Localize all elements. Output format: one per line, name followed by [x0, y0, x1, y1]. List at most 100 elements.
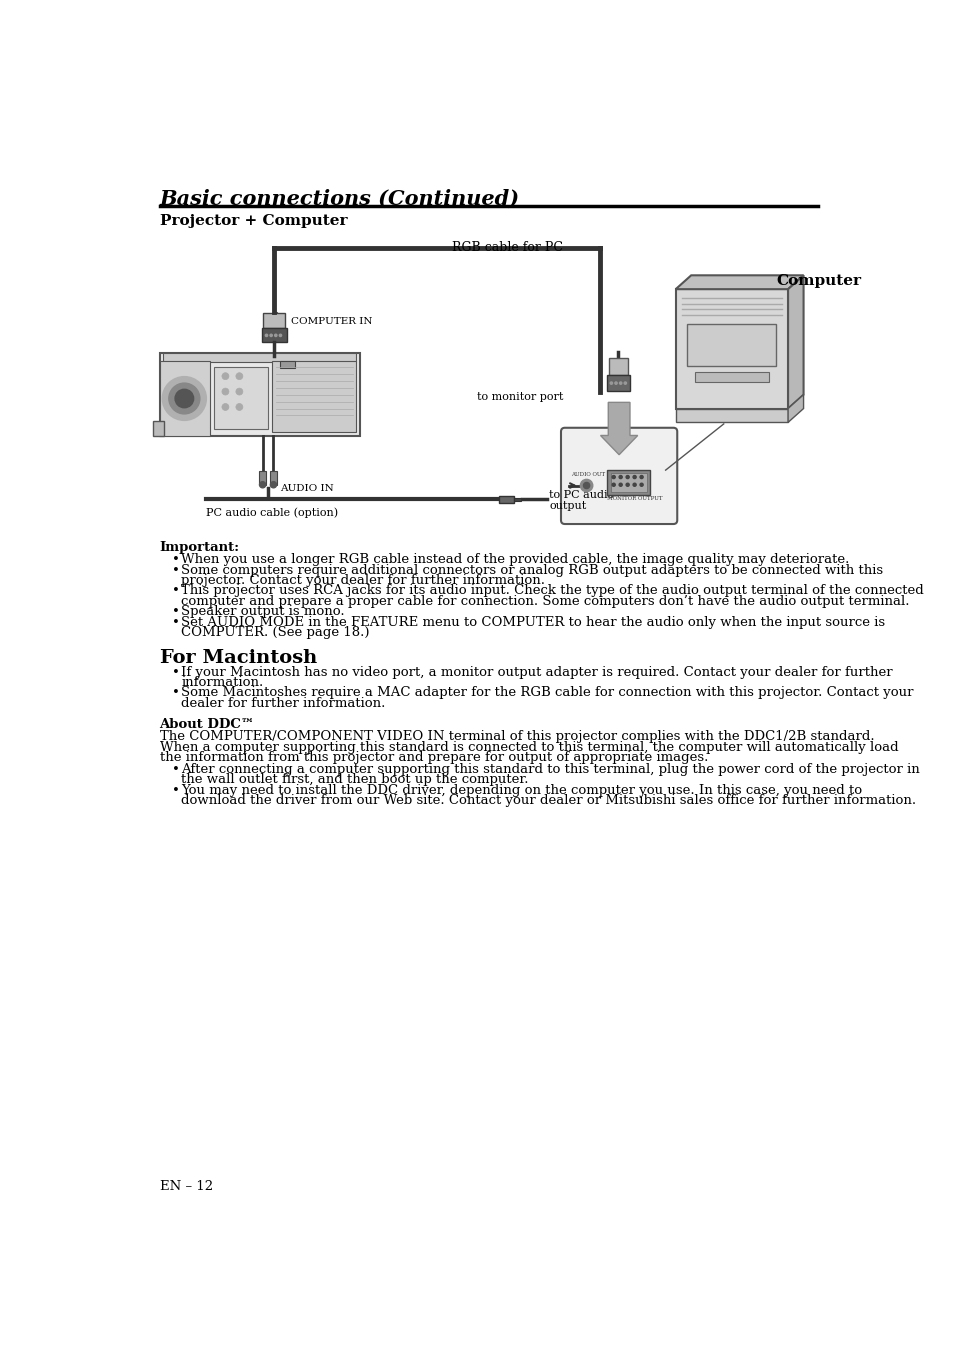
Text: If your Macintosh has no video port, a monitor output adapter is required. Conta: If your Macintosh has no video port, a m… [181, 666, 892, 678]
Text: COMPUTER. (See page 18.): COMPUTER. (See page 18.) [181, 626, 370, 639]
Text: •: • [172, 585, 179, 597]
Bar [159, 361, 210, 436]
Circle shape [174, 389, 193, 408]
Bar [270, 471, 277, 485]
Bar [272, 361, 355, 432]
Polygon shape [787, 276, 802, 408]
Circle shape [633, 484, 636, 486]
Circle shape [222, 373, 229, 380]
Circle shape [274, 334, 276, 336]
Text: •: • [172, 666, 179, 678]
Text: PC audio cable (option): PC audio cable (option) [206, 507, 337, 517]
Circle shape [639, 484, 642, 486]
Circle shape [639, 476, 642, 478]
Text: RGB cable for PC: RGB cable for PC [452, 240, 563, 254]
Circle shape [270, 334, 272, 336]
Circle shape [259, 482, 266, 488]
Bar [279, 361, 294, 369]
Text: EN – 12: EN – 12 [159, 1179, 213, 1193]
Bar [610, 473, 646, 492]
Text: •: • [172, 605, 179, 619]
Text: Some computers require additional connectors or analog RGB output adapters to be: Some computers require additional connec… [181, 563, 882, 577]
Text: projector. Contact your dealer for further information.: projector. Contact your dealer for furth… [181, 574, 545, 588]
Text: Some Macintoshes require a MAC adapter for the RGB cable for connection with thi: Some Macintoshes require a MAC adapter f… [181, 686, 913, 700]
Circle shape [625, 484, 629, 486]
Bar [159, 353, 359, 436]
Text: AUDIO IN: AUDIO IN [279, 484, 334, 493]
Bar [607, 470, 649, 494]
Bar [273, 312, 276, 335]
Text: MONITOR OUTPUT: MONITOR OUTPUT [607, 496, 662, 501]
Text: •: • [172, 784, 179, 797]
Text: dealer for further information.: dealer for further information. [181, 697, 385, 709]
Bar [263, 313, 285, 328]
Circle shape [583, 482, 589, 489]
Circle shape [169, 384, 199, 413]
Text: •: • [172, 554, 179, 566]
Circle shape [618, 484, 621, 486]
Bar [695, 373, 768, 381]
Bar [261, 328, 286, 342]
Circle shape [222, 404, 229, 411]
Text: AUDIO OUT: AUDIO OUT [571, 473, 604, 477]
FancyBboxPatch shape [560, 428, 677, 524]
Bar [213, 367, 268, 428]
Text: Important:: Important: [159, 540, 239, 554]
Circle shape [612, 484, 615, 486]
Circle shape [612, 476, 615, 478]
Text: •: • [172, 616, 179, 628]
Bar [564, 431, 673, 520]
Circle shape [235, 404, 243, 411]
Circle shape [610, 382, 612, 384]
Text: output: output [549, 501, 586, 511]
Circle shape [235, 373, 243, 380]
Text: Basic connections (Continued): Basic connections (Continued) [159, 189, 519, 209]
Text: When a computer supporting this standard is connected to this terminal, the comp: When a computer supporting this standard… [159, 740, 897, 754]
Bar [153, 422, 164, 436]
Text: •: • [172, 563, 179, 577]
Circle shape [623, 382, 626, 384]
Text: Speaker output is mono.: Speaker output is mono. [181, 605, 345, 619]
Bar [498, 496, 514, 503]
Polygon shape [675, 276, 802, 289]
Circle shape [222, 388, 229, 394]
Circle shape [279, 334, 281, 336]
Circle shape [162, 377, 206, 420]
Circle shape [265, 334, 268, 336]
Text: Computer: Computer [776, 274, 861, 288]
Text: The COMPUTER/COMPONENT VIDEO IN terminal of this projector complies with the DDC: The COMPUTER/COMPONENT VIDEO IN terminal… [159, 731, 873, 743]
Bar [608, 358, 628, 376]
Bar [607, 376, 629, 390]
Polygon shape [787, 394, 802, 423]
Circle shape [633, 476, 636, 478]
Text: computer and prepare a proper cable for connection. Some computers don’t have th: computer and prepare a proper cable for … [181, 594, 909, 608]
Text: information.: information. [181, 676, 263, 689]
Text: When you use a longer RGB cable instead of the provided cable, the image quality: When you use a longer RGB cable instead … [181, 554, 849, 566]
Text: the wall outlet first, and then boot up the computer.: the wall outlet first, and then boot up … [181, 774, 528, 786]
Text: download the driver from our Web site. Contact your dealer or Mitsubishi sales o: download the driver from our Web site. C… [181, 794, 916, 808]
Text: to PC audio: to PC audio [549, 490, 614, 500]
Text: For Macintosh: For Macintosh [159, 648, 316, 667]
Text: to monitor port: to monitor port [476, 392, 563, 401]
Text: •: • [172, 763, 179, 775]
Text: About DDC™: About DDC™ [159, 719, 254, 731]
Bar [163, 353, 355, 362]
Bar [675, 289, 787, 408]
Text: This projector uses RCA jacks for its audio input. Check the type of the audio o: This projector uses RCA jacks for its au… [181, 585, 923, 597]
Circle shape [618, 382, 621, 384]
Circle shape [579, 480, 592, 492]
Circle shape [235, 388, 243, 394]
Bar [686, 324, 776, 366]
Text: Set AUDIO MODE in the FEATURE menu to COMPUTER to hear the audio only when the i: Set AUDIO MODE in the FEATURE menu to CO… [181, 616, 884, 628]
Bar [514, 497, 520, 501]
Circle shape [270, 482, 276, 488]
Circle shape [625, 476, 629, 478]
Bar [675, 408, 787, 423]
Text: •: • [172, 686, 179, 700]
Text: the information from this projector and prepare for output of appropriate images: the information from this projector and … [159, 751, 707, 765]
Text: After connecting a computer supporting this standard to this terminal, plug the : After connecting a computer supporting t… [181, 763, 919, 775]
Text: Projector + Computer: Projector + Computer [159, 215, 347, 228]
Circle shape [615, 382, 617, 384]
Bar [258, 471, 266, 485]
Circle shape [618, 476, 621, 478]
